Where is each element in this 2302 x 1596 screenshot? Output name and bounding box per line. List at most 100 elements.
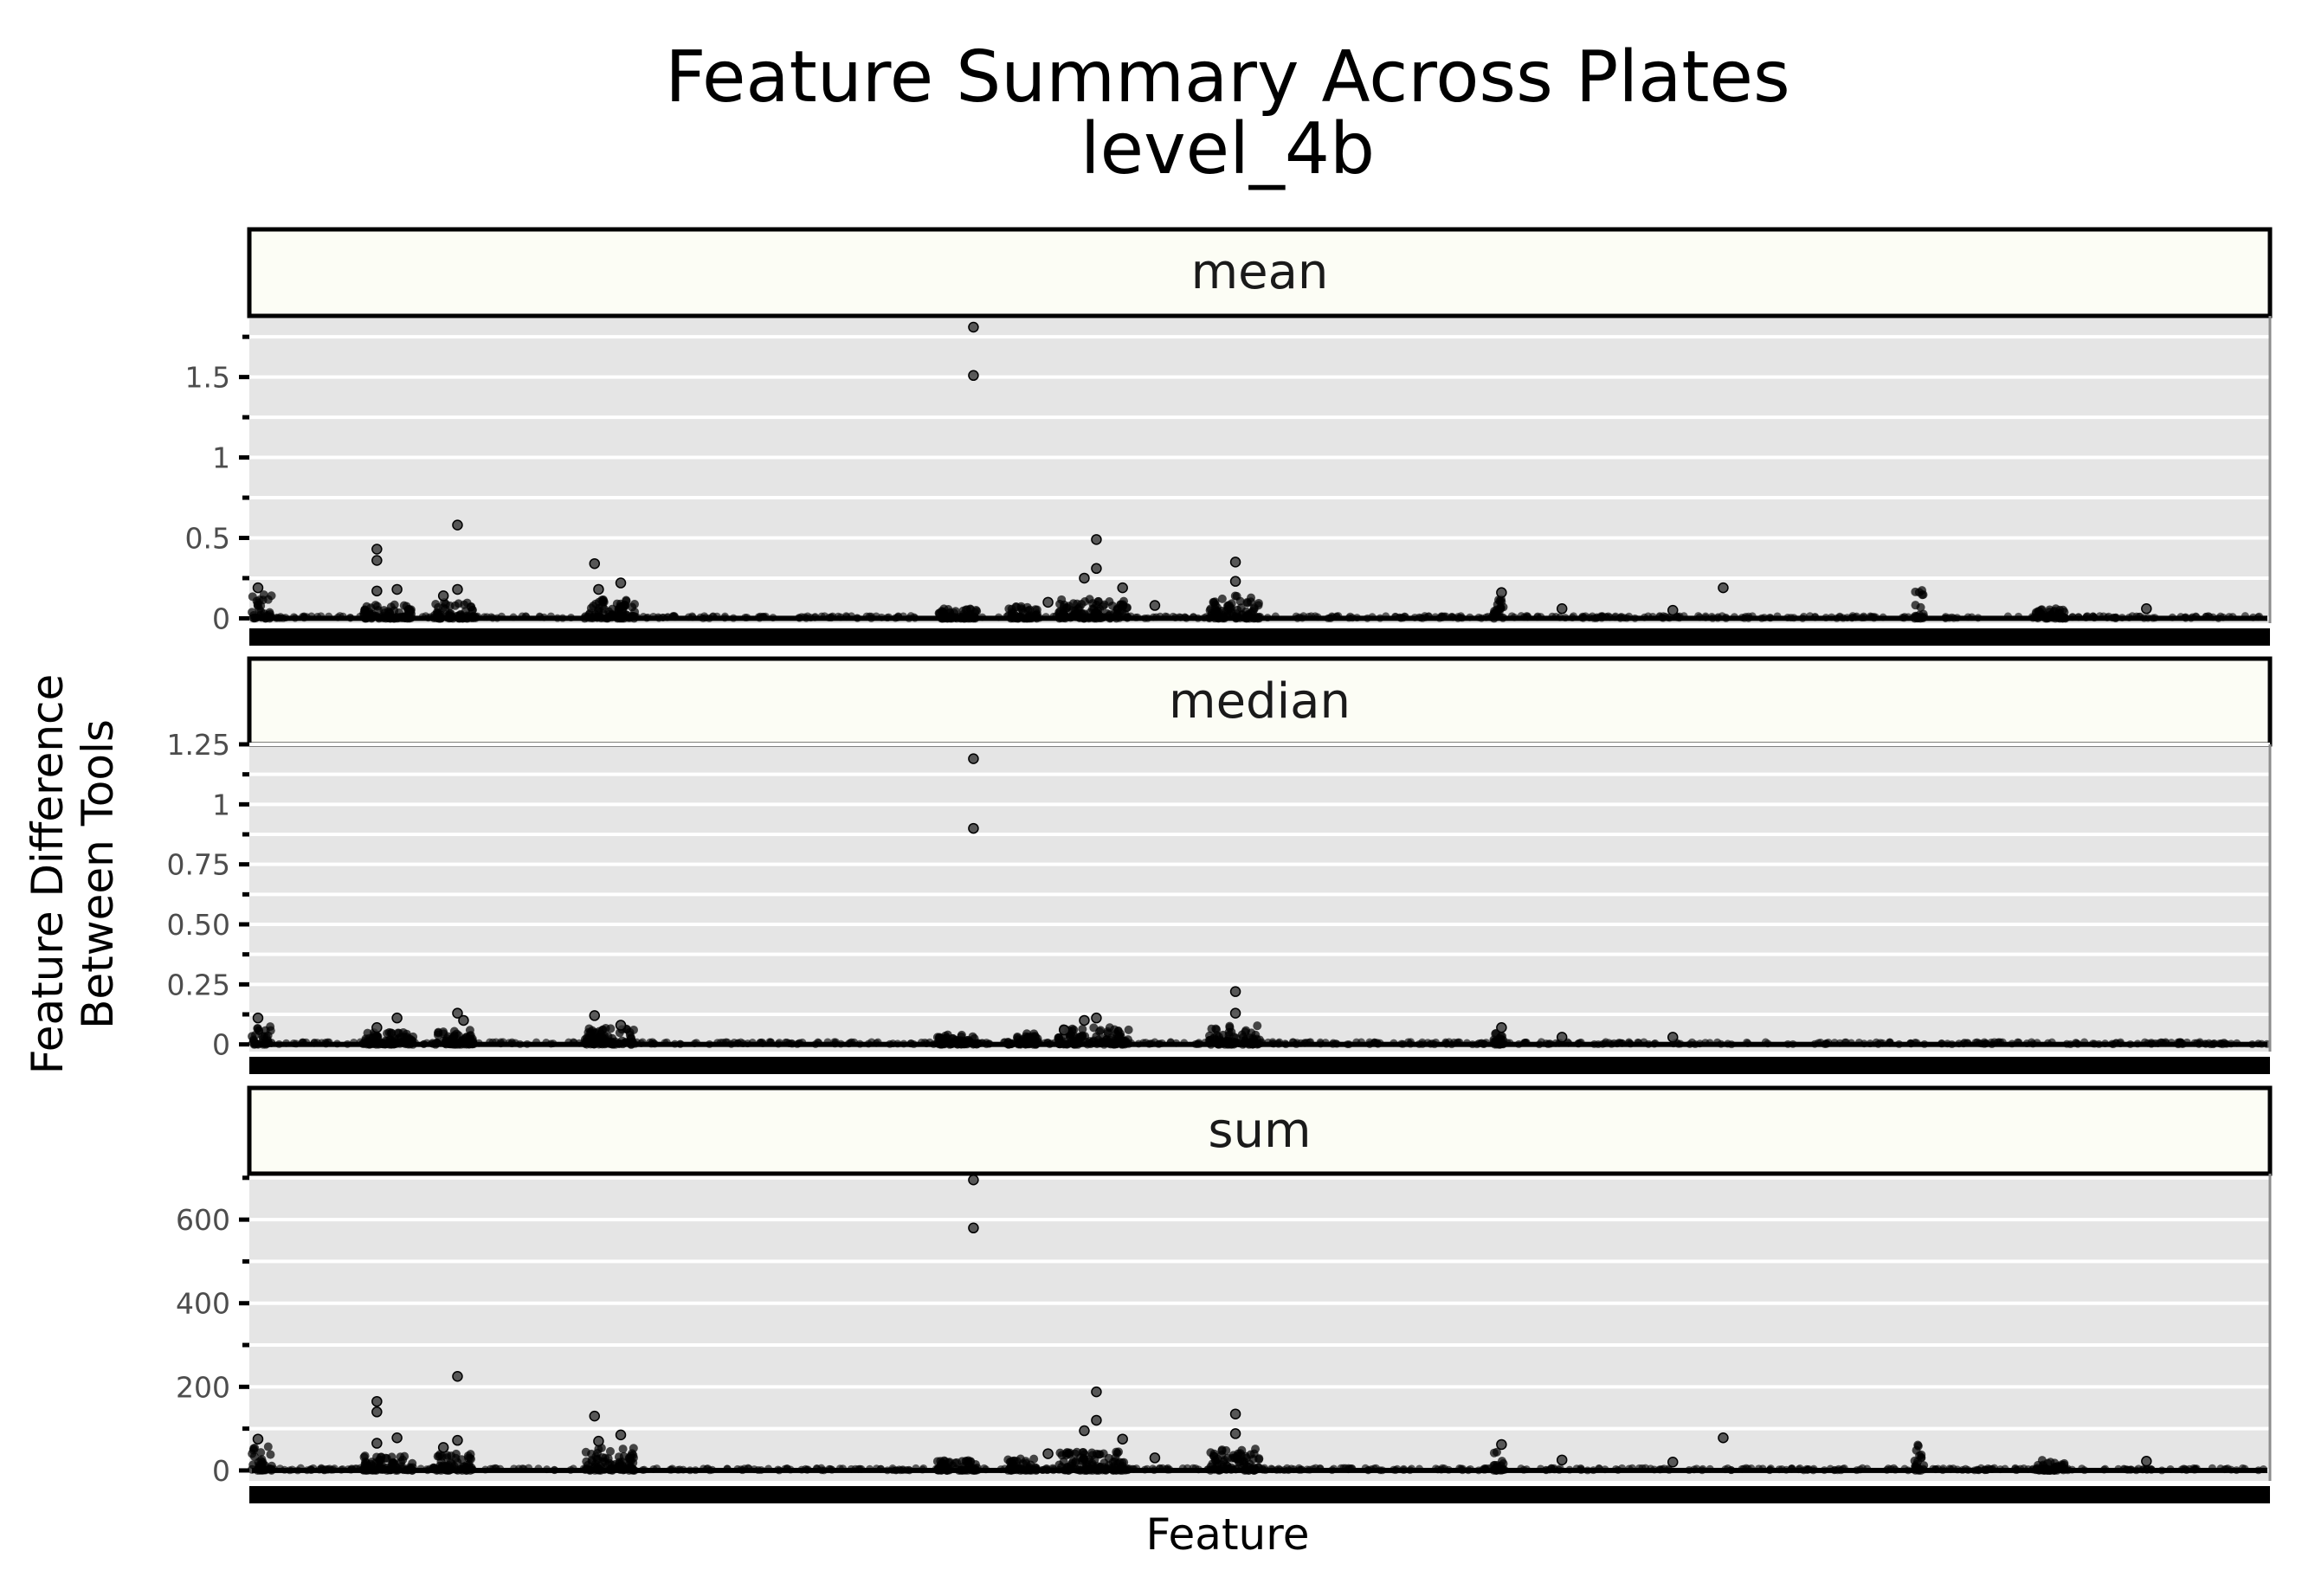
data-point [1206,1039,1215,1049]
data-point [1835,613,1844,621]
data-point [523,1039,532,1048]
data-point [487,1464,495,1473]
data-point [1250,1464,1260,1474]
data-point [248,592,257,602]
data-point [845,1039,854,1048]
data-point [589,557,601,570]
data-point [1178,1464,1187,1473]
data-point [594,1039,603,1049]
data-point [1883,1465,1892,1474]
data-point [932,1033,942,1042]
data-point [567,614,576,622]
data-point [1031,1033,1041,1042]
data-point [1667,1032,1679,1043]
data-point [391,1012,403,1024]
data-point [1016,1454,1025,1464]
data-point [1939,1464,1948,1473]
data-point [1325,614,1334,622]
data-point [958,1465,968,1475]
data-point [716,1039,725,1047]
data-point [1407,1038,1415,1046]
data-point [962,1457,971,1466]
data-point [276,1464,285,1473]
data-point [2060,614,2070,623]
data-point [968,370,979,382]
data-point [995,613,1003,621]
data-point [874,1038,882,1046]
data-point [2014,1038,2022,1046]
data-point [941,1033,951,1043]
data-point [1437,1465,1446,1474]
data-point [827,614,835,622]
data-point [1418,1038,1427,1046]
data-point [539,613,548,621]
data-point [1079,1014,1090,1026]
data-point [2195,1039,2203,1048]
data-point [1357,1038,1365,1046]
data-point [581,1447,590,1457]
data-point [1091,563,1102,575]
data-point [260,608,269,618]
data-point [1493,1037,1503,1046]
data-point [1229,986,1241,997]
data-point [615,1429,627,1441]
data-point [2233,1039,2241,1047]
data-point [1193,1040,1202,1049]
y-tick-label: 0.50 [167,908,230,942]
data-point [1303,1465,1312,1474]
x-axis-tick-band [249,628,2270,646]
data-point [1248,607,1257,616]
data-point [1316,1464,1325,1472]
data-point [371,1022,383,1033]
data-point [1103,1026,1112,1036]
data-point [320,1466,329,1475]
data-point [951,613,960,622]
facet-strip-label: median [1169,673,1351,730]
data-point [1545,1039,1554,1048]
data-point [1321,1039,1330,1047]
data-point [723,1464,732,1473]
data-point [1533,612,1542,621]
data-point [1124,1025,1133,1034]
data-point [1230,591,1240,601]
data-point [1618,1039,1627,1047]
data-point [371,585,383,597]
data-point [1474,1039,1483,1047]
data-point [2168,613,2176,621]
data-point [1218,611,1228,621]
data-point [1477,614,1486,622]
data-point [1023,606,1033,615]
data-point [1519,1465,1528,1474]
data-point [1521,1038,1530,1046]
data-point [1836,1466,1845,1475]
data-point [1701,613,1710,621]
data-point [659,613,667,621]
data-point [834,612,842,621]
data-point [1913,1440,1923,1450]
data-point [950,1035,959,1045]
y-axis-title-line-2: Between Tools [73,719,123,1029]
data-point [1156,1464,1164,1473]
facet-panels: mean 0 0.5 1 1.5 median 0 0.25 0.50 0.75 1 1.25 sum 0… [167,227,2273,1503]
facet-median: median 0 0.25 0.50 0.75 1 1.25 [167,656,2273,1074]
data-point [877,613,886,621]
data-point [1891,1465,1899,1474]
data-point [825,1464,834,1473]
data-point [629,1444,638,1453]
data-point [1012,1465,1022,1475]
data-point [1140,614,1149,622]
data-point [1098,1037,1107,1046]
data-point [1799,1466,1808,1475]
data-point [1640,1038,1648,1046]
data-point [510,1464,519,1473]
data-point [628,611,637,621]
data-point [371,555,383,566]
data-point [1229,1007,1241,1019]
data-point [392,1039,402,1048]
data-point [614,1452,623,1462]
data-point [2103,613,2112,621]
data-point [1464,1466,1473,1475]
data-point [1706,1464,1714,1473]
data-point [1149,600,1161,611]
data-point [310,1039,319,1047]
